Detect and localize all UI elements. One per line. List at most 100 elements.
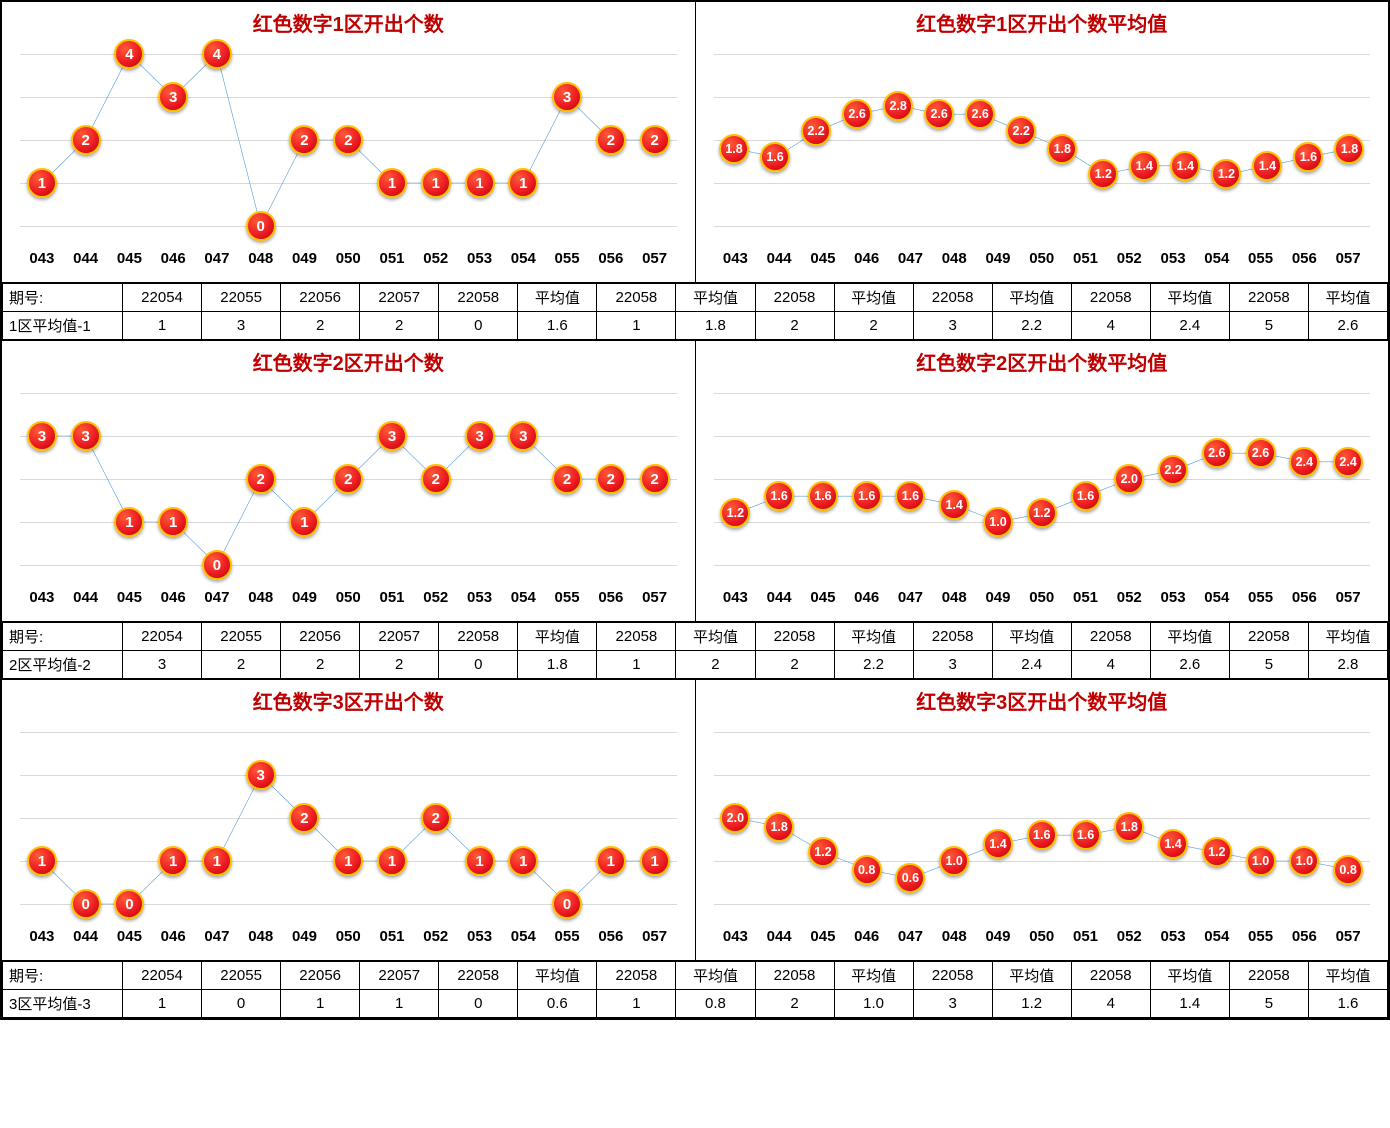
x-label: 053 <box>458 928 502 945</box>
data-marker: 2.4 <box>1333 447 1363 477</box>
table-cell: 22057 <box>360 284 439 312</box>
table-cell: 22058 <box>597 623 676 651</box>
chart-panel: 红色数字3区开出个数100113211211011043044045046047… <box>2 680 696 960</box>
x-label: 057 <box>633 589 677 606</box>
table-cell: 4 <box>1071 990 1150 1018</box>
x-label: 044 <box>64 250 108 267</box>
x-label: 050 <box>1020 250 1064 267</box>
x-label: 045 <box>108 928 152 945</box>
x-label: 054 <box>501 928 545 945</box>
data-marker: 1.2 <box>1202 837 1232 867</box>
table-cell: 2 <box>834 312 913 340</box>
chart-panel: 红色数字1区开出个数平均值1.81.62.22.62.82.62.62.21.8… <box>696 2 1389 282</box>
x-label: 043 <box>714 250 758 267</box>
data-marker: 1 <box>596 846 626 876</box>
x-label: 052 <box>1107 928 1151 945</box>
row-header: 期号: <box>3 284 123 312</box>
table-cell: 1.8 <box>676 312 755 340</box>
plot-area: 331102123233222 <box>20 375 677 583</box>
data-marker: 2 <box>596 464 626 494</box>
table-cell: 22058 <box>755 962 834 990</box>
table-cell: 22058 <box>1229 962 1308 990</box>
table-cell: 平均值 <box>518 962 597 990</box>
x-label: 052 <box>414 589 458 606</box>
x-label: 055 <box>1239 589 1283 606</box>
table-cell: 22054 <box>123 284 202 312</box>
data-marker: 1 <box>27 168 57 198</box>
table-cell: 22054 <box>123 623 202 651</box>
x-label: 043 <box>20 250 64 267</box>
x-label: 051 <box>1064 250 1108 267</box>
x-label: 057 <box>633 928 677 945</box>
table-cell: 1.6 <box>1308 990 1387 1018</box>
x-label: 047 <box>889 928 933 945</box>
x-label: 048 <box>932 928 976 945</box>
table-cell: 22058 <box>1071 962 1150 990</box>
table-cell: 1 <box>123 990 202 1018</box>
data-marker: 3 <box>465 421 495 451</box>
table-cell: 22058 <box>597 284 676 312</box>
data-marker: 2.6 <box>1246 438 1276 468</box>
data-marker: 1 <box>158 507 188 537</box>
x-label: 050 <box>1020 589 1064 606</box>
table-cell: 22058 <box>755 623 834 651</box>
row-header: 3区平均值-3 <box>3 990 123 1018</box>
data-marker: 2 <box>246 464 276 494</box>
table-cell: 3 <box>913 651 992 679</box>
table-cell: 平均值 <box>518 623 597 651</box>
x-label: 054 <box>501 589 545 606</box>
table-cell: 5 <box>1229 312 1308 340</box>
data-marker: 0 <box>71 889 101 919</box>
x-label: 056 <box>1282 250 1326 267</box>
dashboard: 红色数字1区开出个数124340221111322043044045046047… <box>0 0 1390 1020</box>
table-cell: 2 <box>360 651 439 679</box>
x-label: 056 <box>589 589 633 606</box>
data-marker: 1.8 <box>764 812 794 842</box>
data-marker: 1.4 <box>1158 829 1188 859</box>
x-label: 052 <box>414 250 458 267</box>
x-label: 044 <box>64 589 108 606</box>
table-row: 3区平均值-3101100.610.821.031.241.451.6 <box>3 990 1388 1018</box>
x-label: 045 <box>801 250 845 267</box>
x-label: 053 <box>1151 589 1195 606</box>
line-path <box>20 714 677 922</box>
data-marker: 2 <box>640 464 670 494</box>
data-marker: 1 <box>421 168 451 198</box>
table-cell: 22056 <box>281 284 360 312</box>
data-marker: 1.8 <box>1047 134 1077 164</box>
data-table: 期号:2205422055220562205722058平均值22058平均值2… <box>2 622 1388 679</box>
x-label: 044 <box>64 928 108 945</box>
table-cell: 22058 <box>439 284 518 312</box>
x-label: 045 <box>801 589 845 606</box>
data-marker: 2.8 <box>883 91 913 121</box>
table-cell: 平均值 <box>992 962 1071 990</box>
x-label: 052 <box>414 928 458 945</box>
x-label: 053 <box>458 250 502 267</box>
table-cell: 平均值 <box>1150 962 1229 990</box>
x-label: 055 <box>545 589 589 606</box>
data-marker: 1.0 <box>983 507 1013 537</box>
data-marker: 2.4 <box>1289 447 1319 477</box>
x-label: 050 <box>1020 928 1064 945</box>
table-cell: 22056 <box>281 962 360 990</box>
data-marker: 1 <box>158 846 188 876</box>
data-marker: 1.8 <box>719 134 749 164</box>
x-label: 055 <box>1239 250 1283 267</box>
x-label: 047 <box>889 589 933 606</box>
table-row: 期号:2205422055220562205722058平均值22058平均值2… <box>3 623 1388 651</box>
data-marker: 3 <box>27 421 57 451</box>
x-label: 051 <box>1064 589 1108 606</box>
chart-panel: 红色数字3区开出个数平均值2.01.81.20.80.61.01.41.61.6… <box>696 680 1389 960</box>
x-label: 054 <box>1195 589 1239 606</box>
table-cell: 4 <box>1071 312 1150 340</box>
x-label: 057 <box>633 250 677 267</box>
section: 红色数字2区开出个数331102123233222043044045046047… <box>2 341 1388 680</box>
x-label: 050 <box>326 589 370 606</box>
table-cell: 2 <box>676 651 755 679</box>
data-marker: 1.4 <box>1170 151 1200 181</box>
table-cell: 22054 <box>123 962 202 990</box>
x-label: 048 <box>932 250 976 267</box>
x-label: 052 <box>1107 589 1151 606</box>
x-label: 057 <box>1326 928 1370 945</box>
x-label: 043 <box>714 589 758 606</box>
